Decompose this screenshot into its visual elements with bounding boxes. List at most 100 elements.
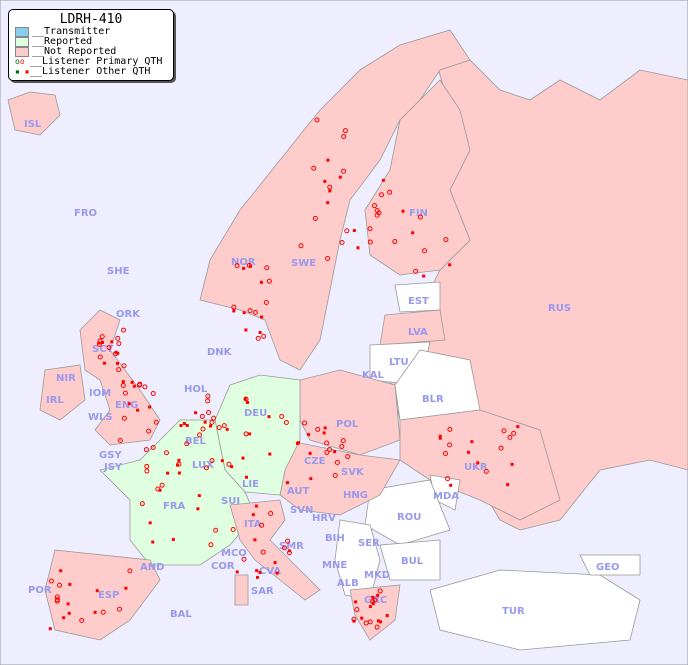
listener-primary-qth-marker xyxy=(442,451,448,457)
label-isl: ISL xyxy=(24,119,42,130)
listener-other-qth-marker xyxy=(95,589,99,593)
listener-primary-qth-marker xyxy=(324,449,330,455)
listener-other-qth-marker xyxy=(48,627,52,631)
country-bul xyxy=(379,539,441,581)
label-ork: ORK xyxy=(116,309,141,320)
listener-other-qth-marker xyxy=(506,483,510,487)
listener-primary-qth-marker xyxy=(159,482,165,488)
listener-other-qth-marker xyxy=(151,540,155,544)
listener-other-qth-marker xyxy=(259,280,263,284)
listener-other-qth-marker xyxy=(354,600,358,604)
listener-other-qth-marker xyxy=(267,415,271,419)
listener-primary-qth-marker xyxy=(231,304,237,310)
listener-primary-qth-marker xyxy=(339,240,345,246)
listener-primary-qth-marker xyxy=(354,607,360,613)
listener-other-qth-marker xyxy=(121,380,125,384)
listener-other-qth-marker xyxy=(326,158,330,162)
country-grc xyxy=(349,584,401,641)
country-sar xyxy=(234,574,249,606)
listener-primary-qth-marker xyxy=(377,588,383,594)
legend-primary-qth: oo __Listener Primary QTH xyxy=(15,57,173,67)
label-swe: SWE xyxy=(291,258,316,269)
listener-primary-qth-marker xyxy=(285,538,291,544)
listener-primary-qth-marker xyxy=(142,384,148,390)
listener-primary-qth-marker xyxy=(501,428,507,434)
listener-primary-qth-marker xyxy=(209,419,215,425)
label-bul: BUL xyxy=(401,556,424,567)
listener-primary-qth-marker xyxy=(205,393,211,399)
label-pol: POL xyxy=(336,419,359,430)
listener-primary-qth-marker xyxy=(113,351,119,357)
label-deu: DEU xyxy=(244,408,267,419)
label-she: SHE xyxy=(107,266,130,277)
listener-primary-qth-marker xyxy=(443,237,449,243)
listener-primary-qth-marker xyxy=(374,624,380,630)
listener-other-qth-marker xyxy=(260,315,264,319)
label-est: EST xyxy=(408,296,429,307)
label-irl: IRL xyxy=(46,395,64,406)
label-kal: KAL xyxy=(362,370,384,381)
listener-primary-qth-marker xyxy=(150,390,156,396)
label-sct: SCT xyxy=(92,344,114,355)
listener-other-qth-marker xyxy=(220,459,224,463)
listener-primary-qth-marker xyxy=(312,215,318,221)
listener-primary-qth-marker xyxy=(122,390,128,396)
listener-primary-qth-marker xyxy=(268,510,274,516)
listener-other-qth-marker xyxy=(67,611,71,615)
label-smr: SMR xyxy=(279,541,304,552)
listener-other-qth-marker xyxy=(467,450,471,454)
listener-primary-qth-marker xyxy=(483,468,489,474)
label-wls: WLS xyxy=(88,412,113,423)
label-jsy: JSY xyxy=(103,462,123,473)
listener-other-qth-marker xyxy=(275,571,279,575)
listener-other-qth-marker xyxy=(242,311,246,315)
listener-primary-qth-marker xyxy=(387,189,393,195)
label-cze: CZE xyxy=(304,456,326,467)
listener-primary-qth-marker xyxy=(48,578,54,584)
reported-swatch xyxy=(15,37,29,47)
listener-primary-qth-marker xyxy=(392,239,398,245)
label-dnk: DNK xyxy=(207,347,233,358)
label-fra: FRA xyxy=(163,501,186,512)
listener-primary-qth-marker xyxy=(150,444,156,450)
country-tur xyxy=(429,569,641,651)
label-ser: SER xyxy=(358,538,380,549)
listener-primary-qth-marker xyxy=(341,134,347,140)
listener-other-qth-marker xyxy=(307,433,311,437)
listener-primary-qth-marker xyxy=(116,341,122,347)
listener-primary-qth-marker xyxy=(100,609,106,615)
country-fin xyxy=(364,79,471,276)
listener-primary-qth-marker xyxy=(120,327,126,333)
listener-primary-qth-marker xyxy=(363,620,369,626)
listener-other-qth-marker xyxy=(62,616,66,620)
listener-primary-qth-marker xyxy=(422,248,428,254)
listener-primary-qth-marker xyxy=(97,338,103,344)
listener-primary-qth-marker xyxy=(447,426,453,432)
listener-other-qth-marker xyxy=(196,507,200,511)
listener-other-qth-marker xyxy=(130,380,134,384)
listener-primary-qth-marker xyxy=(79,617,85,623)
listener-other-qth-marker xyxy=(338,175,342,179)
transmitter-swatch xyxy=(15,27,29,37)
listener-other-qth-marker xyxy=(209,424,213,428)
listener-primary-qth-marker xyxy=(266,278,272,284)
listener-primary-qth-marker xyxy=(139,501,145,507)
listener-primary-qth-marker xyxy=(120,382,126,388)
listener-other-qth-marker xyxy=(470,440,474,444)
listener-other-qth-marker xyxy=(116,361,120,365)
label-lva: LVA xyxy=(408,327,428,338)
label-lie: LIE xyxy=(242,479,259,490)
listener-other-qth-marker xyxy=(166,471,170,475)
listener-other-qth-marker xyxy=(322,431,326,435)
label-grc: GRC xyxy=(364,595,387,606)
listener-other-qth-marker xyxy=(110,340,114,344)
listener-primary-qth-marker xyxy=(230,527,236,533)
listener-other-qth-marker xyxy=(68,582,72,586)
listener-primary-qth-marker xyxy=(247,308,253,314)
label-hol: HOL xyxy=(184,384,208,395)
listener-other-qth-marker xyxy=(254,504,258,508)
listener-primary-qth-marker xyxy=(243,431,249,437)
listener-primary-qth-marker xyxy=(143,447,149,453)
